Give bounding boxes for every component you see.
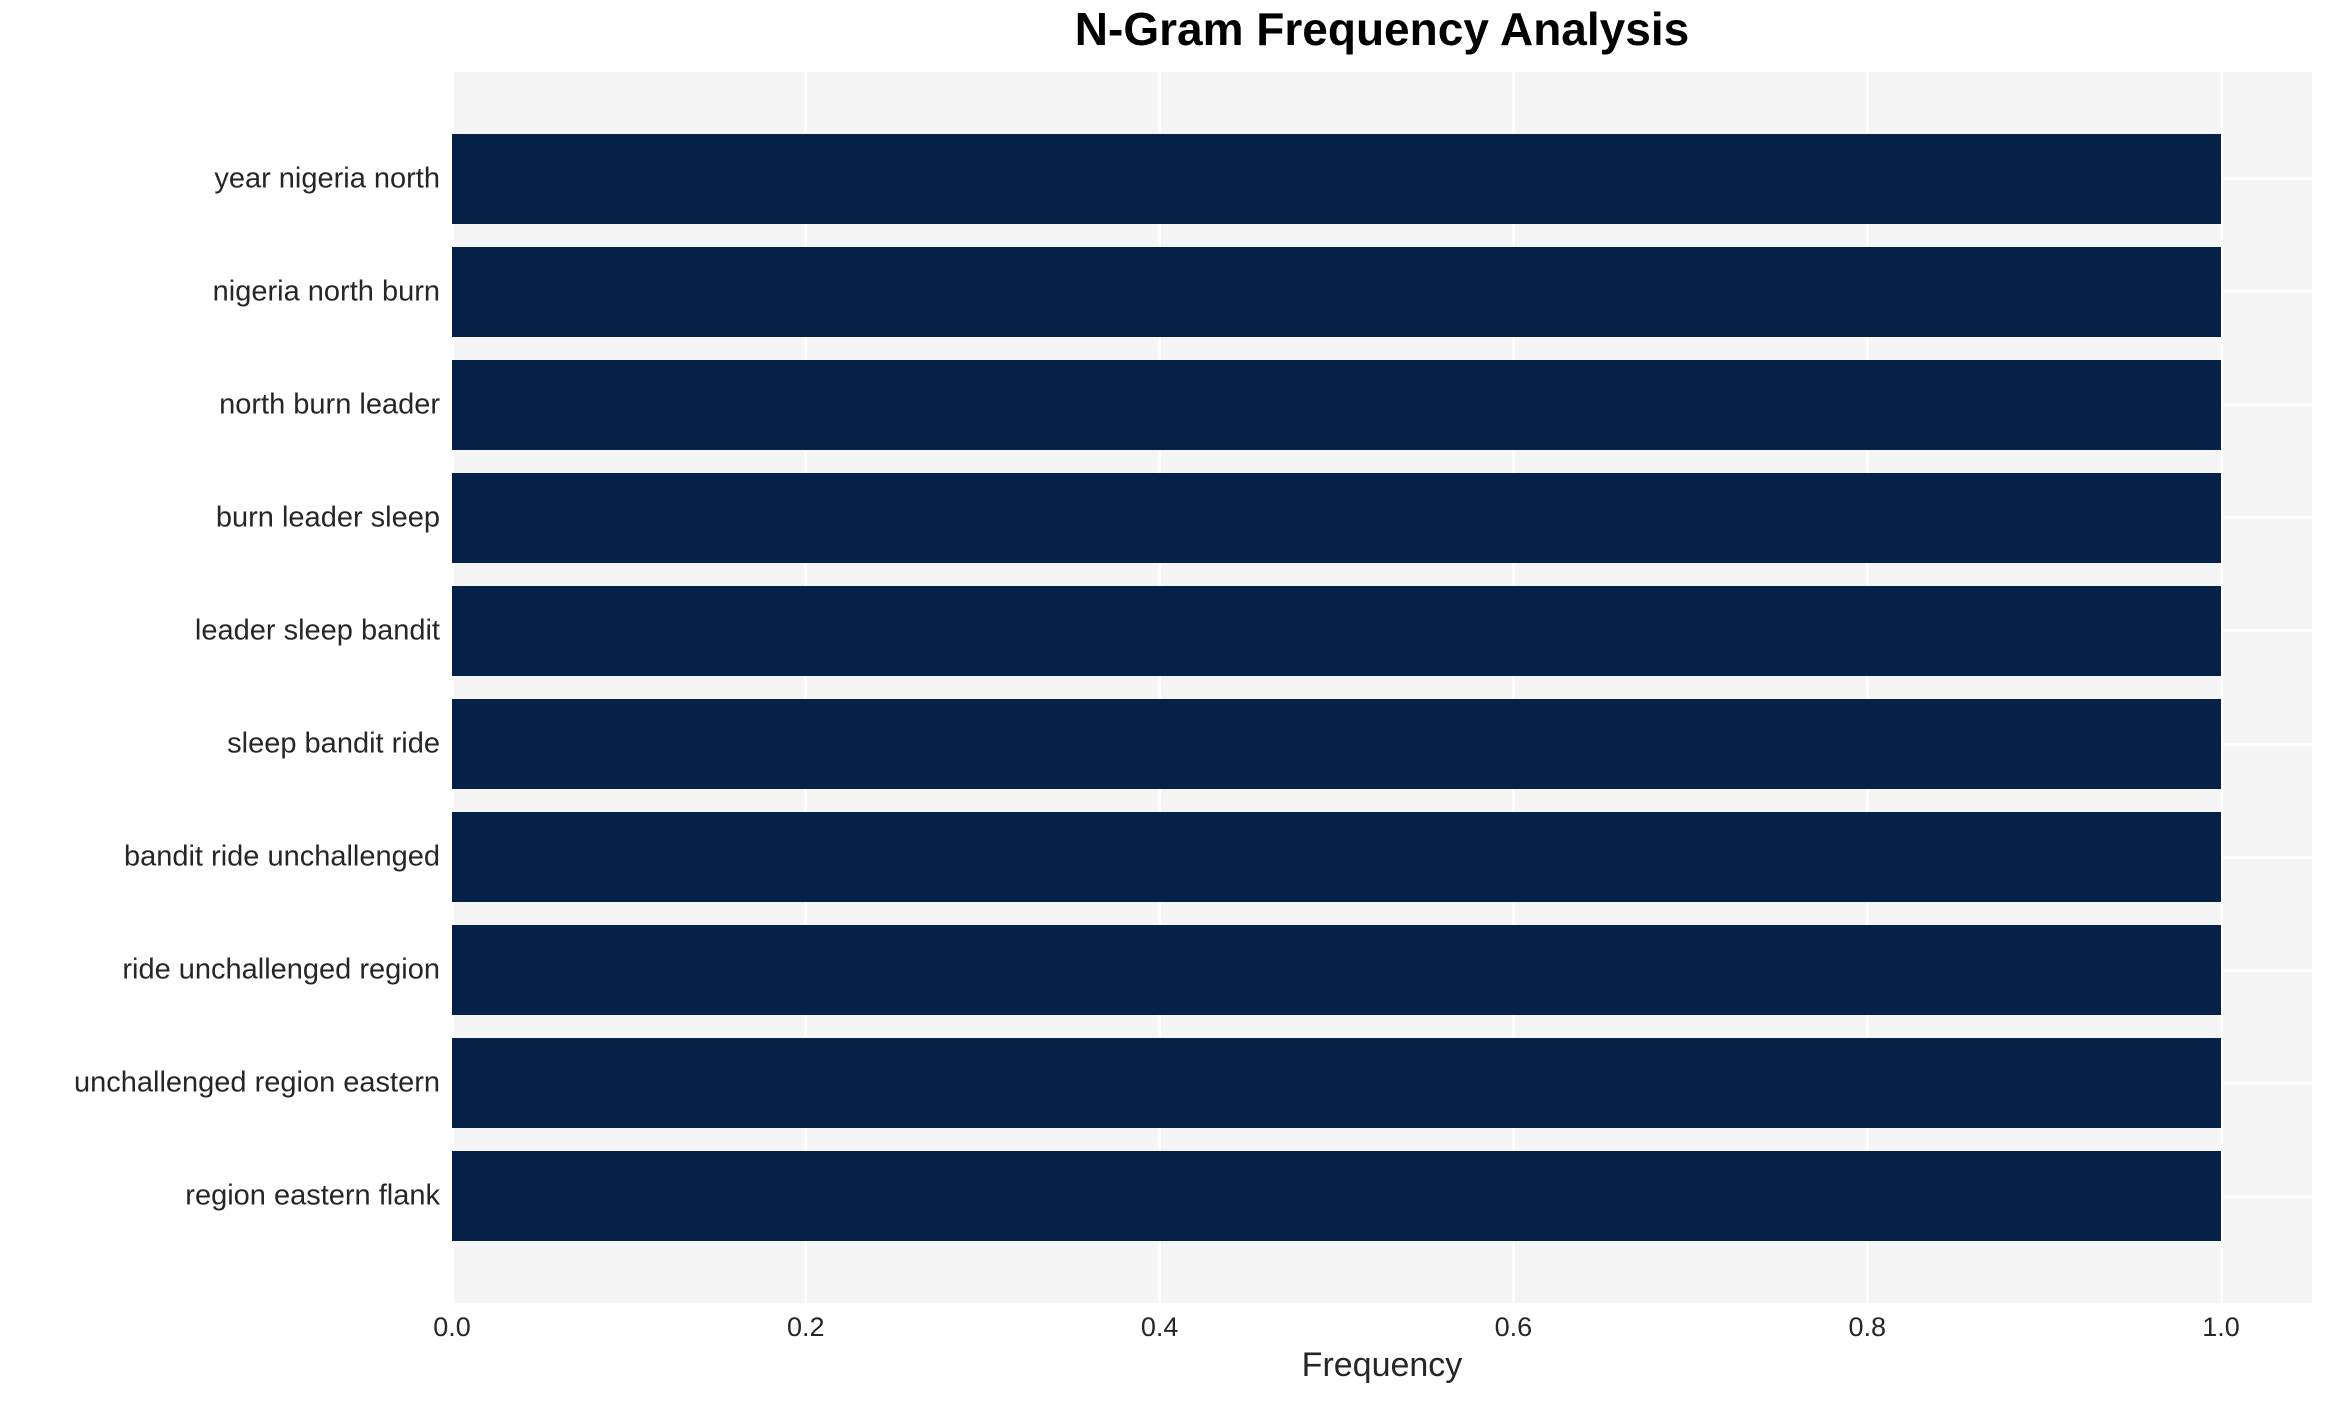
x-tick-label: 0.0 xyxy=(433,1312,471,1342)
bar-year-nigeria-north xyxy=(452,133,2222,224)
x-tick-label: 0.8 xyxy=(1848,1312,1887,1342)
y-tick-label: nigeria north burn xyxy=(212,275,440,308)
vertical-gridline xyxy=(1511,72,1515,1303)
bar-sleep-bandit-ride xyxy=(452,699,2222,790)
bar-unchallenged-region-eastern xyxy=(452,1038,2222,1129)
bar-nigeria-north-burn xyxy=(452,246,2222,337)
x-tick-label: 1.0 xyxy=(2202,1312,2240,1342)
y-axis-labels: year nigeria north nigeria north burn nort… xyxy=(0,72,440,1303)
y-tick-label: year nigeria north xyxy=(214,162,440,195)
y-tick-label: burn leader sleep xyxy=(215,501,440,534)
y-tick-label: sleep bandit ride xyxy=(227,727,440,760)
y-tick-label: region eastern flank xyxy=(185,1179,440,1212)
y-tick-label: north burn leader xyxy=(219,388,440,421)
chart-title: N-Gram Frequency Analysis xyxy=(1074,3,1690,55)
x-axis-title: Frequency xyxy=(1301,1346,1463,1384)
vertical-gridline xyxy=(1158,72,1162,1303)
vertical-gridline xyxy=(804,72,808,1303)
bar-ride-unchallenged-region xyxy=(452,925,2222,1016)
y-tick-label: unchallenged region eastern xyxy=(74,1066,440,1099)
bar-leader-sleep-bandit xyxy=(452,585,2222,676)
vertical-gridline xyxy=(1865,72,1869,1303)
y-tick-label: bandit ride unchallenged xyxy=(123,840,440,873)
x-tick-label: 0.2 xyxy=(787,1312,825,1342)
vertical-gridline xyxy=(2219,72,2223,1303)
y-tick-label: ride unchallenged region xyxy=(122,953,440,986)
x-tick-label: 0.6 xyxy=(1494,1312,1533,1342)
x-tick-label: 0.4 xyxy=(1140,1312,1179,1342)
bar-north-burn-leader xyxy=(452,359,2222,450)
bar-bandit-ride-unchallenged xyxy=(452,812,2222,903)
vertical-gridline xyxy=(452,72,454,1303)
plot-area xyxy=(452,72,2312,1303)
bar-burn-leader-sleep xyxy=(452,472,2222,563)
bar-region-eastern-flank xyxy=(452,1151,2222,1242)
y-tick-label: leader sleep bandit xyxy=(194,614,440,647)
